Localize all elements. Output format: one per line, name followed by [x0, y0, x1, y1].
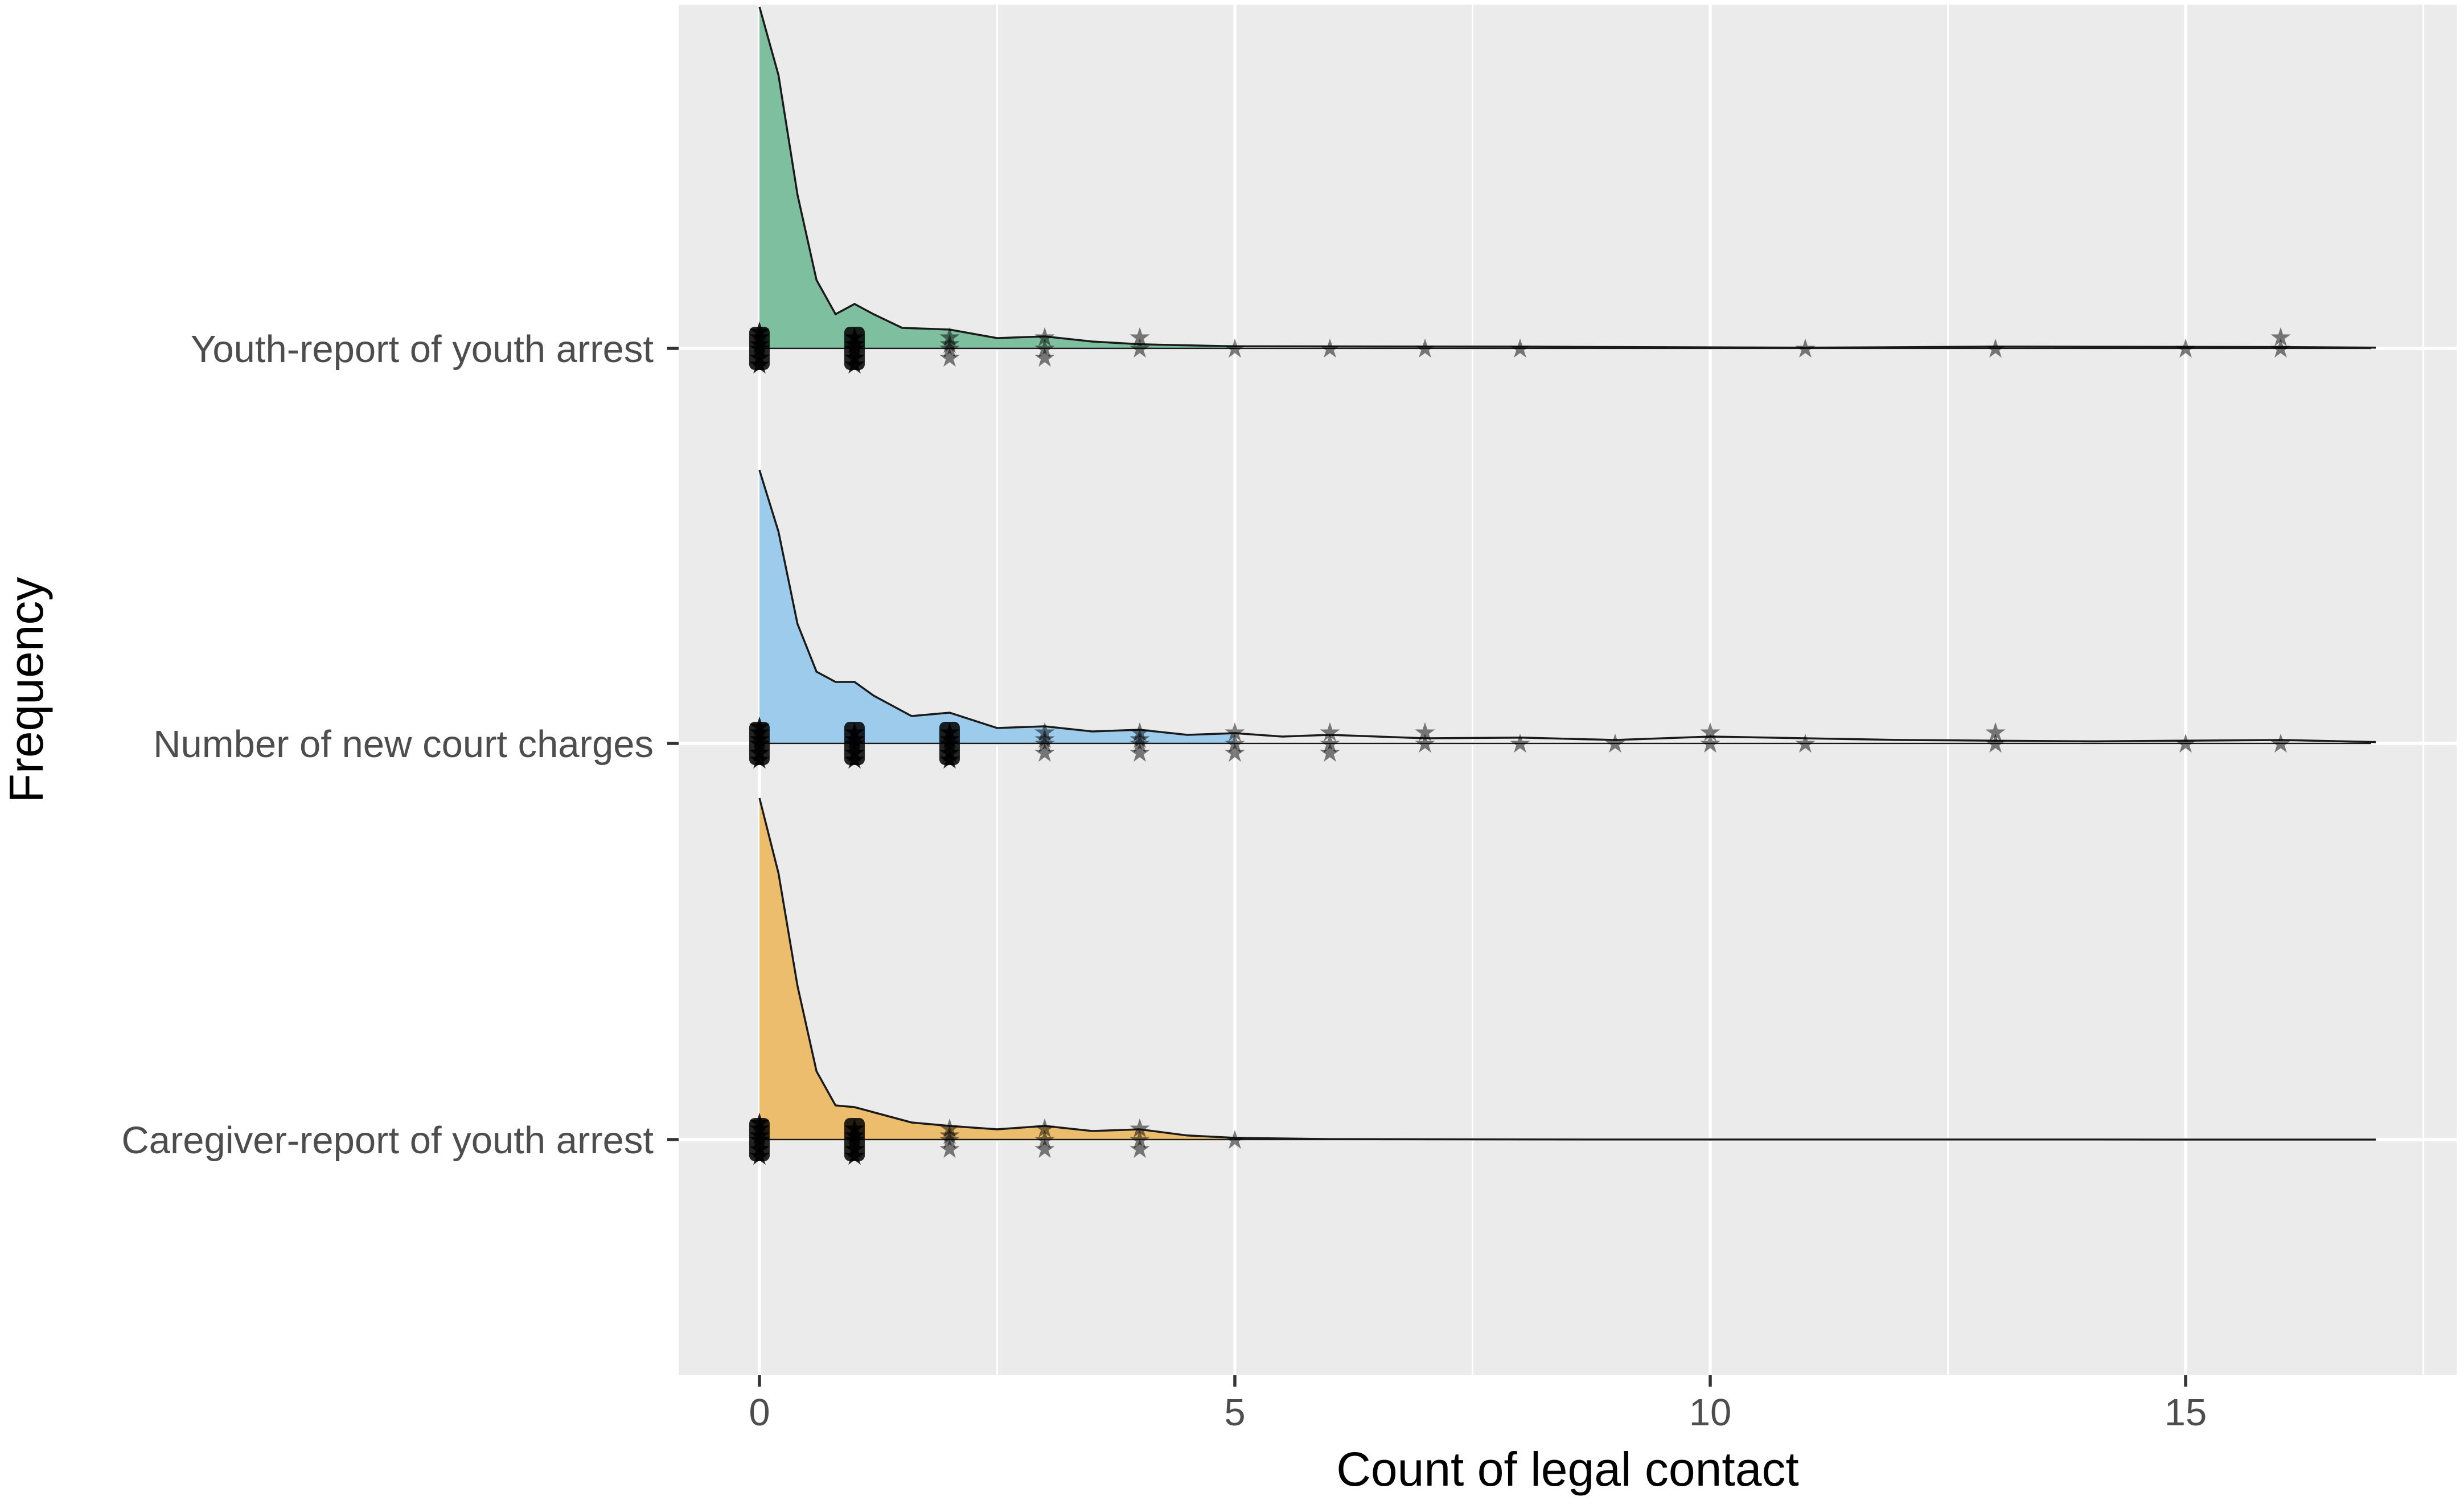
data-point-star: ★ [1033, 1113, 1056, 1144]
data-point-star: ★ [2174, 728, 2197, 759]
data-point-star: ★ [1793, 333, 1817, 364]
data-point-star: ★ [938, 342, 961, 373]
data-point-star: ★ [1318, 717, 1341, 747]
data-point-star: ★ [938, 322, 961, 352]
data-point-cluster [844, 1118, 865, 1161]
y-tick-label: Number of new court charges [153, 723, 654, 766]
data-point-cluster [749, 327, 770, 370]
data-point-star: ★ [1223, 717, 1246, 747]
data-point-star: ★ [1033, 1124, 1056, 1155]
ridge-outline [758, 470, 2376, 743]
data-point-star: ★ [938, 1133, 961, 1164]
data-point-star: ★ [1033, 333, 1056, 364]
data-point-star: ★ [1033, 342, 1056, 373]
data-point-star: ★ [938, 1113, 961, 1144]
data-point-star: ★ [938, 328, 961, 359]
data-point-star: ★ [1698, 717, 1722, 747]
x-axis-title: Count of legal contact [1336, 1442, 1799, 1496]
data-point-cluster [844, 327, 865, 370]
data-point-cluster [749, 722, 770, 765]
data-point-star: ★ [1413, 728, 1436, 759]
data-point-star: ★ [1603, 728, 1627, 759]
data-point-star: ★ [938, 1120, 961, 1150]
data-point-star: ★ [1033, 737, 1056, 768]
data-point-star: ★ [938, 333, 961, 364]
data-point-star: ★ [2174, 333, 2197, 364]
data-point-star: ★ [1318, 737, 1341, 768]
density-ridges [758, 6, 2376, 1141]
y-tick-label: Youth-report of youth arrest [191, 328, 654, 371]
data-point-cluster [939, 722, 960, 765]
x-tick-label: 15 [2165, 1391, 2207, 1434]
data-point-star: ★ [1413, 333, 1436, 364]
y-tick-label: Caregiver-report of youth arrest [121, 1119, 654, 1162]
data-point-star: ★ [1128, 737, 1151, 768]
ridge-fill [759, 798, 1235, 1140]
data-point-star: ★ [1033, 1133, 1056, 1164]
data-point-star: ★ [1223, 333, 1246, 364]
data-point-star: ★ [2269, 728, 2292, 759]
x-tick-label: 5 [1224, 1391, 1245, 1434]
data-point-star: ★ [1128, 723, 1151, 754]
data-point-star: ★ [1033, 322, 1056, 352]
data-point-star: ★ [1128, 1124, 1151, 1155]
data-point-star: ★ [1128, 333, 1151, 364]
x-tick-label: 10 [1689, 1391, 1732, 1434]
data-point-star: ★ [1318, 728, 1341, 759]
data-point-star: ★ [1033, 717, 1056, 747]
data-point-star: ★ [2269, 322, 2292, 352]
data-point-star: ★ [1128, 322, 1151, 352]
y-axis-title: Frequency [0, 577, 53, 803]
data-point-cluster [749, 1118, 770, 1161]
data-point-star: ★ [938, 1124, 961, 1155]
data-point-star: ★ [1983, 728, 2007, 759]
ridge-fill [759, 470, 1235, 743]
data-point-star: ★ [1508, 728, 1531, 759]
plot-panel [679, 5, 2457, 1375]
data-point-cluster [844, 722, 865, 765]
data-point-star: ★ [1508, 333, 1531, 364]
data-point-star: ★ [1033, 723, 1056, 754]
data-point-star: ★ [1128, 1133, 1151, 1164]
data-point-star: ★ [1128, 1113, 1151, 1144]
data-point-star: ★ [2269, 333, 2292, 364]
data-point-star: ★ [1793, 728, 1817, 759]
data-point-star: ★ [1223, 737, 1246, 768]
ridge-fill [759, 7, 1235, 348]
data-point-star: ★ [1698, 728, 1722, 759]
data-point-star: ★ [1223, 1124, 1246, 1155]
data-point-star: ★ [1983, 717, 2007, 747]
x-tick-label: 0 [749, 1391, 770, 1434]
data-point-star: ★ [1413, 717, 1436, 747]
data-point-star: ★ [1223, 728, 1246, 759]
data-point-star: ★ [1128, 717, 1151, 747]
data-point-star: ★ [1128, 728, 1151, 759]
data-point-star: ★ [1983, 333, 2007, 364]
data-point-star: ★ [1318, 333, 1341, 364]
axes: 0 5 10 15 Youth-report of youth arrest Number… [121, 328, 2207, 1434]
data-points: ★★★★ ★★★ ★★ ★ ★ ★ ★ ★ ★ ★ ★★★★★★ ★★★★ ★★★ ★★★ ★★ ★ ★ ★★ ★ ★… [748, 316, 2292, 1171]
data-point-star: ★ [1033, 728, 1056, 759]
ridge-outline [758, 797, 2376, 1141]
